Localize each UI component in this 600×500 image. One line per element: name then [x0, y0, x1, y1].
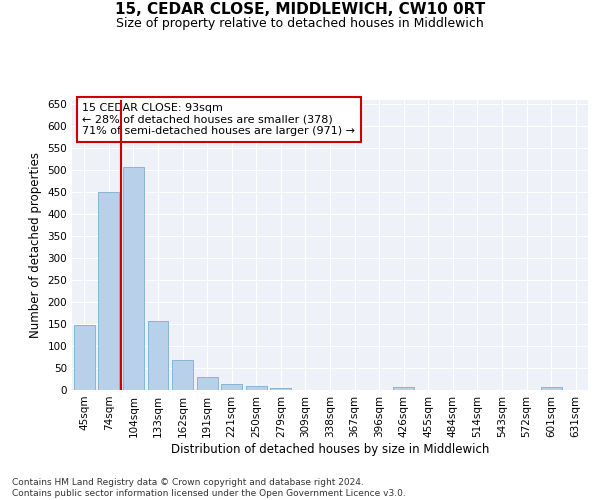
Y-axis label: Number of detached properties: Number of detached properties	[29, 152, 42, 338]
Bar	[197, 377, 218, 390]
Bar	[541, 388, 562, 390]
Text: Contains HM Land Registry data © Crown copyright and database right 2024.
Contai: Contains HM Land Registry data © Crown c…	[12, 478, 406, 498]
Bar	[246, 386, 267, 390]
Text: 15, CEDAR CLOSE, MIDDLEWICH, CW10 0RT: 15, CEDAR CLOSE, MIDDLEWICH, CW10 0RT	[115, 2, 485, 18]
Bar	[393, 387, 414, 390]
Text: Size of property relative to detached houses in Middlewich: Size of property relative to detached ho…	[116, 18, 484, 30]
Bar	[148, 320, 169, 390]
Bar	[221, 384, 242, 390]
Bar	[271, 388, 292, 390]
Bar	[98, 192, 119, 390]
Bar	[123, 167, 144, 390]
Bar	[172, 360, 193, 390]
Bar	[74, 325, 95, 390]
Text: Distribution of detached houses by size in Middlewich: Distribution of detached houses by size …	[171, 442, 489, 456]
Text: 15 CEDAR CLOSE: 93sqm
← 28% of detached houses are smaller (378)
71% of semi-det: 15 CEDAR CLOSE: 93sqm ← 28% of detached …	[82, 103, 355, 136]
